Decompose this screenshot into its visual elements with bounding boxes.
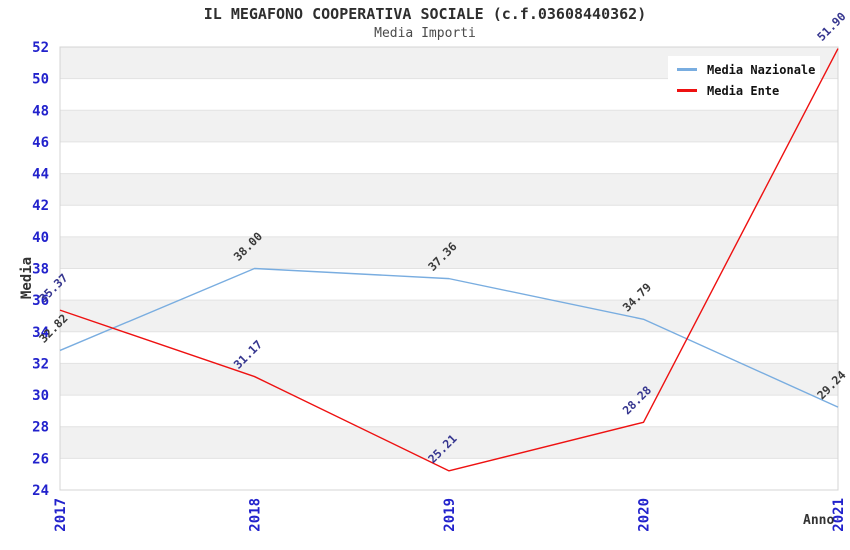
legend-background xyxy=(668,56,820,102)
grid-band xyxy=(60,268,838,301)
chart-subtitle: Media Importi xyxy=(374,26,476,41)
grid-band xyxy=(60,173,838,206)
grid-band xyxy=(60,141,838,174)
legend: Media Nazionale Media Ente xyxy=(668,56,820,102)
x-axis-title: Anno xyxy=(803,513,835,528)
legend-label: Media Nazionale xyxy=(707,62,816,77)
y-axis-title: Media xyxy=(19,256,35,300)
x-tick-label: 2018 xyxy=(248,498,264,532)
grid-band xyxy=(60,458,838,490)
y-tick-label: 24 xyxy=(32,483,49,499)
legend-swatch-blue-line-icon xyxy=(677,68,697,71)
y-tick-label: 48 xyxy=(32,103,49,119)
y-tick-label: 44 xyxy=(32,167,49,183)
y-tick-label: 46 xyxy=(32,135,49,151)
legend-item-media-nazionale: Media Nazionale xyxy=(668,59,820,80)
legend-swatch-red-line-icon xyxy=(677,89,697,92)
y-tick-label: 40 xyxy=(32,230,49,246)
y-tick-label: 32 xyxy=(32,356,49,372)
y-tick-label: 42 xyxy=(32,198,49,214)
legend-item-media-ente: Media Ente xyxy=(668,80,820,101)
grid-band xyxy=(60,110,838,142)
y-tick-label: 52 xyxy=(32,40,49,56)
legend-label: Media Ente xyxy=(707,83,780,98)
x-tick-label: 2019 xyxy=(442,498,458,532)
grid-band xyxy=(60,300,838,332)
plot-border xyxy=(59,46,839,491)
grid-band xyxy=(60,395,838,427)
grid-band xyxy=(60,236,838,269)
grid-band xyxy=(60,205,838,237)
grid-band xyxy=(60,331,838,364)
y-tick-label: 26 xyxy=(32,451,49,467)
y-tick-label: 38 xyxy=(32,262,49,278)
y-tick-label: 36 xyxy=(32,293,49,309)
y-tick-label: 28 xyxy=(32,420,49,436)
series-line-media-nazionale xyxy=(59,267,839,408)
chart-title: IL MEGAFONO COOPERATIVA SOCIALE (c.f.036… xyxy=(203,5,647,23)
series-line-media-ente xyxy=(59,48,839,472)
x-tick-label: 2021 xyxy=(831,498,847,532)
grid-band xyxy=(60,363,838,396)
grid-band xyxy=(60,426,838,459)
x-tick-label: 2020 xyxy=(637,498,653,532)
x-tick-label: 2017 xyxy=(53,498,69,532)
y-tick-label: 50 xyxy=(32,72,49,88)
y-tick-label: 30 xyxy=(32,388,49,404)
y-tick-label: 34 xyxy=(32,325,49,341)
